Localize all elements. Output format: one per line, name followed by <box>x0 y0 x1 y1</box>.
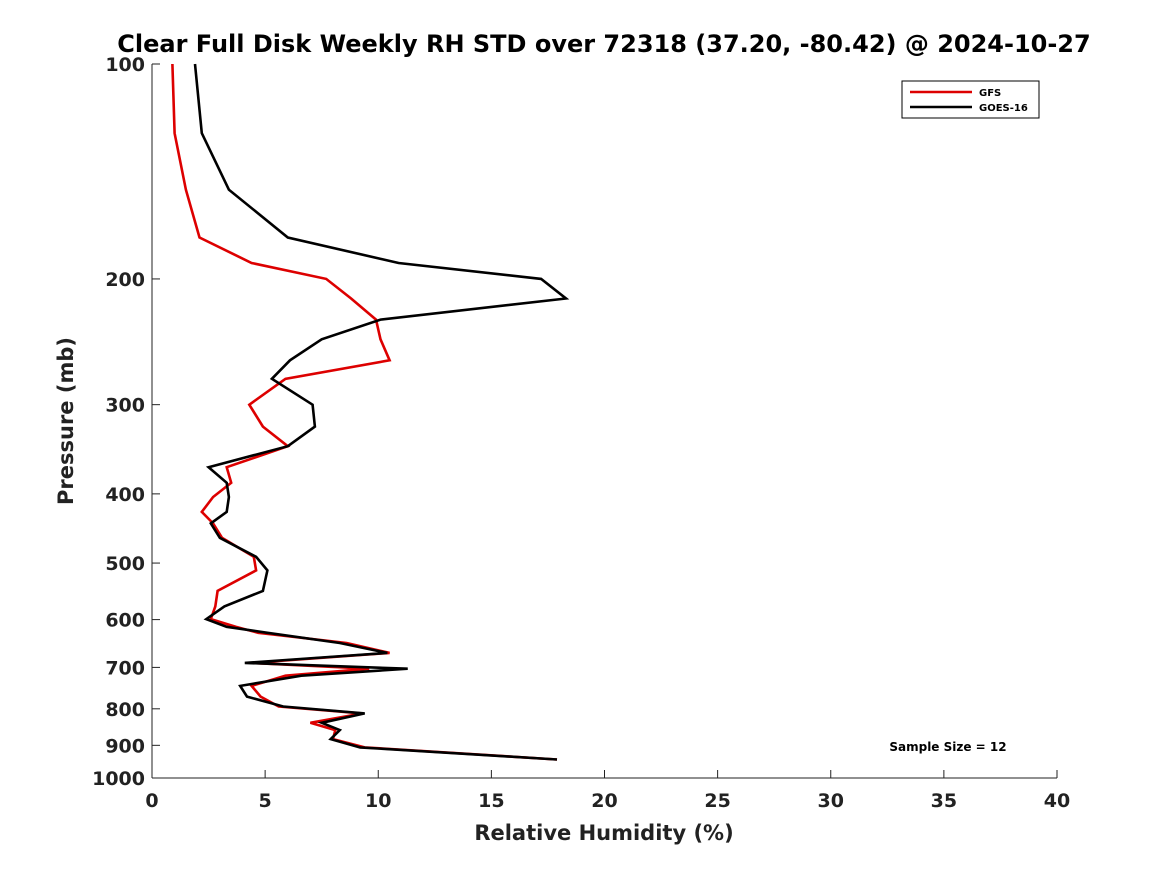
y-tick-label: 800 <box>105 699 145 721</box>
y-tick-label: 1000 <box>92 768 145 790</box>
x-tick-label: 20 <box>591 790 617 812</box>
legend: GFS GOES-16 <box>901 80 1040 119</box>
sample-size-annotation: Sample Size = 12 <box>889 740 1006 754</box>
series-line-goes16 <box>193 63 570 761</box>
series-layer <box>171 63 570 761</box>
legend-label-gfs: GFS <box>979 88 1001 99</box>
x-tick-label: 5 <box>259 790 272 812</box>
legend-label-goes16: GOES-16 <box>979 103 1028 114</box>
x-ticks: 0 5 10 15 20 25 30 35 40 <box>145 770 1070 812</box>
legend-box <box>901 80 1040 119</box>
x-axis-label: Relative Humidity (%) <box>474 821 733 845</box>
x-tick-label: 15 <box>478 790 504 812</box>
plot-area: 0 5 10 15 20 25 30 35 40 100 200 300 400 500 600 700 80… <box>92 54 1070 812</box>
x-tick-label: 0 <box>145 790 158 812</box>
y-tick-label: 200 <box>105 269 145 291</box>
y-tick-label: 400 <box>105 484 145 506</box>
y-ticks: 100 200 300 400 500 600 700 800 900 1000 <box>92 54 160 790</box>
y-tick-label: 700 <box>105 657 145 679</box>
x-tick-label: 35 <box>931 790 957 812</box>
y-tick-label: 600 <box>105 610 145 632</box>
y-tick-label: 100 <box>105 54 145 76</box>
y-tick-label: 500 <box>105 553 145 575</box>
x-tick-label: 40 <box>1044 790 1070 812</box>
y-axis-label: Pressure (mb) <box>54 337 78 505</box>
x-tick-label: 10 <box>365 790 391 812</box>
y-tick-label: 300 <box>105 395 145 417</box>
x-tick-label: 30 <box>818 790 844 812</box>
x-tick-label: 25 <box>704 790 730 812</box>
y-tick-label: 900 <box>105 735 145 757</box>
chart-title: Clear Full Disk Weekly RH STD over 72318… <box>117 30 1090 58</box>
